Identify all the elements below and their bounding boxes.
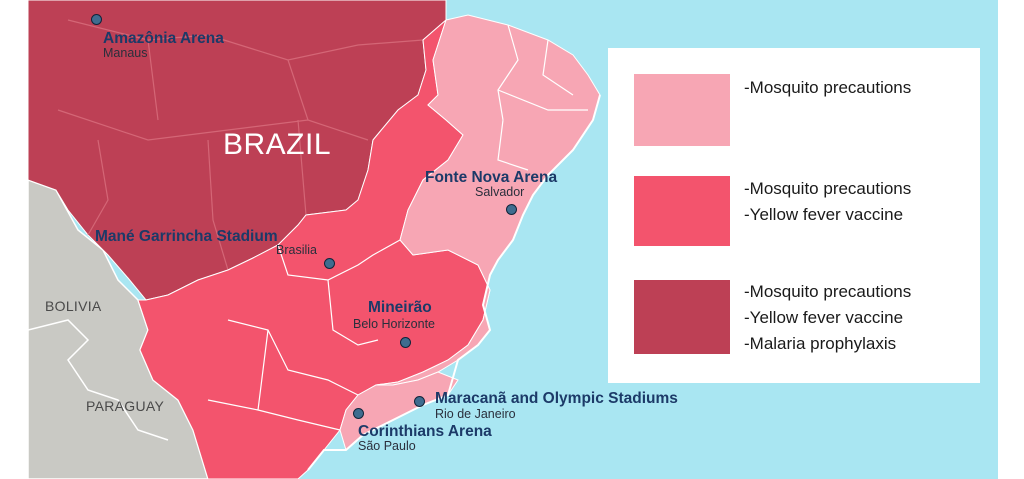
stadium-marker-mineirao[interactable] [400, 337, 411, 348]
legend-line: -Malaria prophylaxis [744, 334, 897, 353]
stadium-name-fonte-nova: Fonte Nova Arena [425, 169, 558, 186]
stadium-marker-mane-garrincha[interactable] [324, 258, 335, 269]
stadium-city-mineirao: Belo Horizonte [353, 317, 435, 331]
legend-line: -Yellow fever vaccine [744, 308, 904, 327]
legend-swatch-yellow-fever [634, 176, 730, 246]
legend-text-yellow-fever: -Mosquito precautions -Yellow fever vacc… [744, 176, 911, 228]
stadium-name-mane-garrincha: Mané Garrincha Stadium [95, 228, 278, 245]
stadium-city-corinthians: São Paulo [358, 439, 416, 453]
legend-line: -Mosquito precautions [744, 78, 912, 97]
country-label-bolivia: BOLIVIA [45, 298, 102, 314]
legend-line: -Yellow fever vaccine [744, 205, 904, 224]
legend-text-mosquito: -Mosquito precautions [744, 75, 911, 101]
stadium-marker-corinthians[interactable] [353, 408, 364, 419]
stadium-marker-maracana[interactable] [414, 396, 425, 407]
legend-line: -Mosquito precautions [744, 179, 912, 198]
stadium-name-maracana: Maracanã and Olympic Stadiums [435, 390, 678, 407]
legend-swatch-mosquito [634, 74, 730, 146]
legend-text-malaria: -Mosquito precautions -Yellow fever vacc… [744, 279, 911, 357]
country-label-brazil: BRAZIL [223, 128, 332, 161]
stadium-name-corinthians: Corinthians Arena [358, 423, 492, 440]
region-mosquito-borders [497, 24, 588, 171]
neighbor-border-line [28, 319, 169, 441]
region-yellow-fever-borders [207, 239, 401, 431]
stadium-city-amazonia: Manaus [103, 46, 148, 60]
stadium-city-mane-garrincha: Brasilia [276, 243, 317, 257]
country-label-paraguay: PARAGUAY [86, 398, 165, 414]
legend-swatch-malaria [634, 280, 730, 354]
stadium-name-mineirao: Mineirão [368, 299, 432, 316]
legend: -Mosquito precautions -Mosquito precauti… [608, 48, 980, 383]
coastline [307, 94, 601, 471]
stadium-city-maracana: Rio de Janeiro [435, 407, 516, 421]
stadium-marker-fonte-nova[interactable] [506, 204, 517, 215]
legend-line: -Mosquito precautions [744, 282, 912, 301]
stadium-marker-amazonia[interactable] [91, 14, 102, 25]
region-malaria-borders [57, 19, 424, 271]
stadium-city-fonte-nova: Salvador [475, 185, 525, 199]
stadium-name-amazonia: Amazônia Arena [103, 30, 224, 47]
